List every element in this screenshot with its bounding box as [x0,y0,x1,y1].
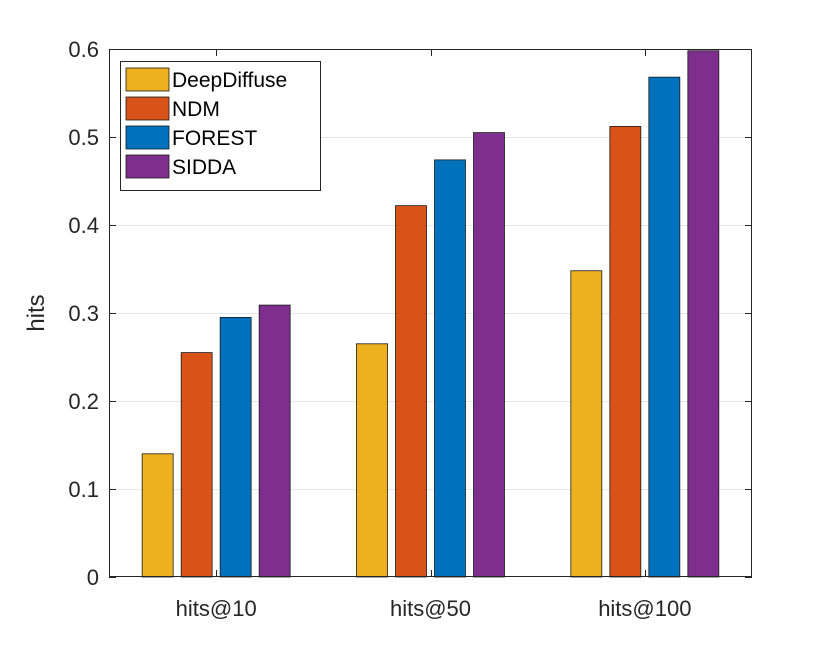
tick-marks [109,49,752,578]
y-tick-label: 0.1 [68,477,99,502]
legend: DeepDiffuse NDM FOREST SIDDA [120,61,321,191]
bar-sidda-hits-at-50 [473,132,505,578]
bar-deepdiffuse-hits-at-50 [356,343,388,578]
y-tick-label: 0.5 [68,125,99,150]
bar-forest-hits-at-100 [648,76,681,578]
y-axis-label: hits [23,294,50,331]
legend-label-sidda: SIDDA [172,156,236,179]
bar-ndm-hits-at-100 [609,126,642,578]
legend-label-deepdiffuse: DeepDiffuse [172,69,287,92]
x-tick-label: hits@50 [390,596,471,621]
y-tick-label: 0 [87,565,99,590]
x-tick-label: hits@100 [598,596,691,621]
bar-forest-hits-at-10 [219,316,252,578]
bars [141,50,720,578]
legend-label-forest: FOREST [172,127,257,150]
y-tick-label: 0.2 [68,389,99,414]
legend-swatch-deepdiffuse [125,67,170,92]
bar-sidda-hits-at-100 [687,50,720,578]
x-tick-labels: hits@10 hits@50 hits@100 [176,596,692,621]
y-tick-label: 0.3 [68,301,99,326]
legend-swatch-forest [125,125,170,150]
bar-ndm-hits-at-50 [395,205,427,578]
bar-deepdiffuse-hits-at-100 [570,270,603,578]
bar-ndm-hits-at-10 [180,352,213,578]
y-tick-label: 0.4 [68,213,99,238]
legend-swatch-ndm [125,96,170,121]
y-tick-labels: 0 0.1 0.2 0.3 0.4 0.5 0.6 [68,37,99,590]
bar-forest-hits-at-50 [434,159,466,578]
legend-label-ndm: NDM [172,98,220,121]
bar-deepdiffuse-hits-at-10 [141,453,174,578]
y-tick-label: 0.6 [68,37,99,62]
legend-swatch-sidda [125,154,170,179]
grid-lines [109,137,752,490]
bar-sidda-hits-at-10 [258,304,291,578]
x-tick-label: hits@10 [176,596,257,621]
